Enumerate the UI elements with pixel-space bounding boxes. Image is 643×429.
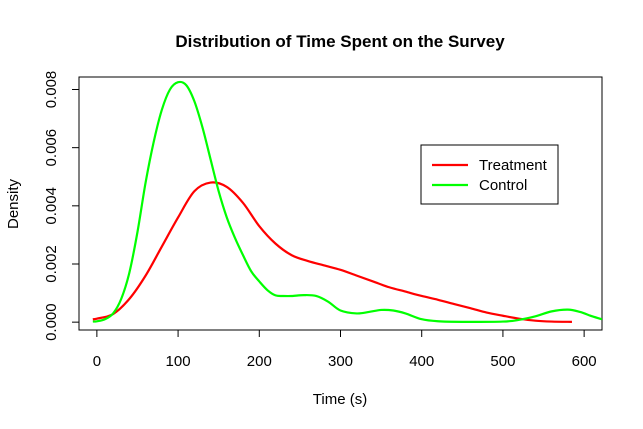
x-tick-label: 400 (409, 353, 434, 370)
x-tick-label: 500 (490, 353, 515, 370)
chart-title: Distribution of Time Spent on the Survey (175, 32, 505, 51)
x-axis-label: Time (s) (313, 391, 367, 408)
series-line-control (92, 80, 602, 323)
plot-lines (92, 80, 602, 323)
y-tick-label: 0.004 (43, 187, 60, 225)
y-tick-label: 0.002 (43, 245, 60, 283)
x-tick-label: 0 (93, 353, 101, 370)
y-tick-label: 0.000 (43, 303, 60, 341)
y-tick-label: 0.006 (43, 129, 60, 167)
series-line-treatment (92, 181, 572, 323)
legend: Treatment Control (420, 144, 559, 205)
y-axis: 0.000 0.002 0.004 0.006 0.008 (43, 71, 80, 341)
y-tick-label: 0.008 (43, 71, 60, 109)
x-tick-label: 600 (572, 353, 597, 370)
x-tick-label: 300 (328, 353, 353, 370)
x-axis: 0 100 200 300 400 500 600 (93, 329, 597, 370)
legend-label-control: Control (479, 177, 527, 194)
legend-label-treatment: Treatment (479, 157, 548, 174)
x-tick-label: 100 (166, 353, 191, 370)
legend-box (420, 144, 559, 205)
x-tick-label: 200 (247, 353, 272, 370)
y-axis-label: Density (5, 178, 22, 229)
